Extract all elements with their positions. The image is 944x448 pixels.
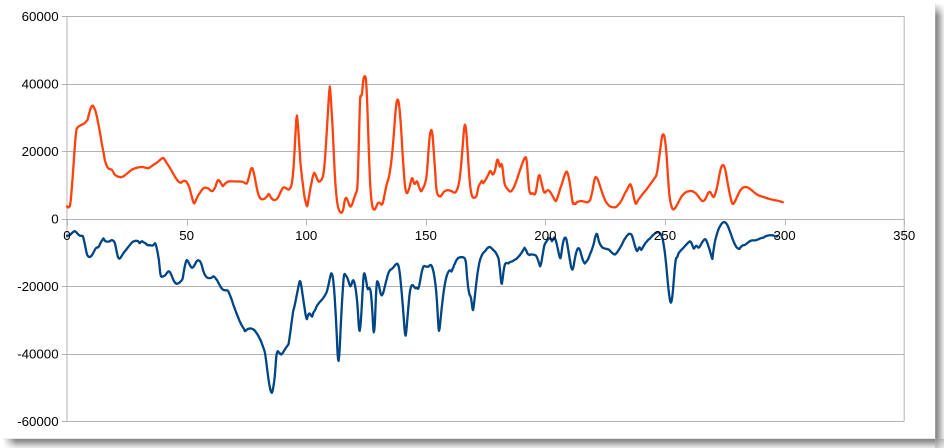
svg-text:20000: 20000 [22,144,59,159]
svg-text:-20000: -20000 [17,279,58,294]
svg-text:0: 0 [51,212,58,227]
svg-text:200: 200 [534,228,556,243]
svg-text:50: 50 [179,228,194,243]
svg-text:100: 100 [295,228,317,243]
svg-text:-60000: -60000 [17,414,58,429]
svg-text:150: 150 [415,228,437,243]
svg-text:-40000: -40000 [17,346,58,361]
svg-text:0: 0 [63,228,70,243]
svg-text:300: 300 [774,228,796,243]
svg-text:60000: 60000 [22,9,59,24]
svg-text:40000: 40000 [22,77,59,92]
svg-text:350: 350 [893,228,915,243]
svg-text:250: 250 [654,228,676,243]
